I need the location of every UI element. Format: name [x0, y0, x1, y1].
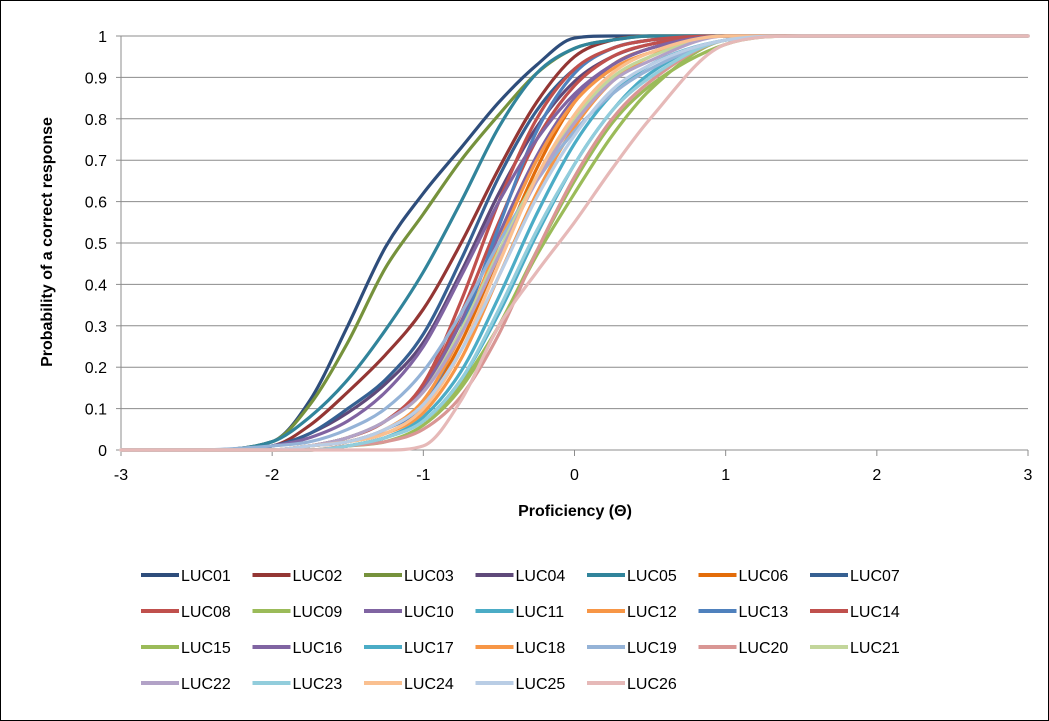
series-lines [119, 34, 1030, 452]
legend: LUC01 LUC02 LUC03 LUC04 LUC05 LUC06 LUC07 LUC08… [141, 568, 900, 693]
legend-label: LUC14 [850, 604, 900, 621]
legend-item-luc21: LUC21 [810, 640, 900, 657]
legend-label: LUC23 [293, 676, 343, 693]
legend-item-luc10: LUC10 [364, 604, 454, 621]
x-tick-label: 2 [872, 467, 881, 484]
gridlines [121, 35, 1028, 410]
x-tick-label: -3 [114, 467, 128, 484]
legend-label: LUC11 [516, 604, 565, 621]
legend-item-luc25: LUC25 [475, 676, 566, 693]
legend-item-luc01: LUC01 [141, 568, 231, 585]
legend-item-luc24: LUC24 [364, 676, 454, 693]
legend-label: LUC08 [181, 604, 231, 621]
y-tick-label: 0.9 [85, 70, 107, 87]
legend-item-luc09: LUC09 [252, 604, 343, 621]
legend-item-luc13: LUC13 [698, 604, 789, 621]
x-axis-title: Proficiency (Θ) [518, 503, 632, 520]
legend-label: LUC02 [293, 568, 343, 585]
legend-item-luc05: LUC05 [587, 568, 677, 585]
legend-label: LUC17 [404, 640, 454, 657]
legend-label: LUC21 [850, 640, 900, 657]
legend-item-luc04: LUC04 [475, 568, 566, 585]
legend-item-luc11: LUC11 [475, 604, 565, 621]
legend-label: LUC15 [181, 640, 231, 657]
legend-label: LUC05 [627, 568, 677, 585]
legend-item-luc20: LUC20 [698, 640, 789, 657]
legend-label: LUC13 [739, 604, 789, 621]
legend-label: LUC03 [404, 568, 454, 585]
legend-label: LUC24 [404, 676, 454, 693]
y-tick-label: 0.2 [85, 360, 107, 377]
x-tick-label: -2 [265, 467, 279, 484]
legend-item-luc18: LUC18 [475, 640, 566, 657]
legend-item-luc12: LUC12 [587, 604, 677, 621]
legend-label: LUC07 [850, 568, 900, 585]
y-tick-label: 0.7 [85, 153, 107, 170]
legend-label: LUC06 [739, 568, 789, 585]
y-tick-label: 0.8 [85, 112, 107, 129]
legend-label: LUC12 [627, 604, 677, 621]
axes: 0 0.1 0.2 0.3 0.4 0.5 0.6 0.7 0.8 0.9 1 -3 -2 -1 0 1 2 3 [85, 29, 1033, 484]
legend-item-luc16: LUC16 [252, 640, 343, 657]
legend-label: LUC20 [739, 640, 789, 657]
legend-item-luc26: LUC26 [587, 676, 677, 693]
y-axis-title: Probability of a correct response [39, 117, 56, 367]
legend-item-luc14: LUC14 [810, 604, 900, 621]
legend-label: LUC10 [404, 604, 454, 621]
legend-item-luc19: LUC19 [587, 640, 677, 657]
y-tick-label: 0.5 [85, 236, 107, 253]
legend-item-luc23: LUC23 [252, 676, 343, 693]
legend-label: LUC19 [627, 640, 677, 657]
legend-item-luc15: LUC15 [141, 640, 231, 657]
y-tick-label: 0 [98, 443, 107, 460]
legend-label: LUC16 [293, 640, 343, 657]
legend-item-luc07: LUC07 [810, 568, 900, 585]
legend-label: LUC25 [516, 676, 566, 693]
y-tick-label: 0.3 [85, 319, 107, 336]
x-tick-label: 1 [721, 467, 730, 484]
x-tick-label: 3 [1024, 467, 1033, 484]
legend-label: LUC01 [181, 568, 231, 585]
legend-label: LUC26 [627, 676, 677, 693]
y-tick-label: 0.6 [85, 195, 107, 212]
legend-item-luc17: LUC17 [364, 640, 454, 657]
legend-item-luc22: LUC22 [141, 676, 231, 693]
legend-label: LUC09 [293, 604, 343, 621]
legend-item-luc08: LUC08 [141, 604, 231, 621]
y-tick-label: 0.4 [85, 277, 107, 294]
legend-item-luc06: LUC06 [698, 568, 789, 585]
series-line-luc26 [119, 34, 1030, 452]
legend-label: LUC18 [516, 640, 566, 657]
x-tick-label: 0 [570, 467, 579, 484]
x-tick-label: -1 [416, 467, 430, 484]
legend-item-luc02: LUC02 [252, 568, 343, 585]
legend-label: LUC04 [516, 568, 566, 585]
y-tick-label: 0.1 [85, 402, 107, 419]
legend-label: LUC22 [181, 676, 231, 693]
y-tick-label: 1 [98, 29, 107, 46]
legend-item-luc03: LUC03 [364, 568, 454, 585]
